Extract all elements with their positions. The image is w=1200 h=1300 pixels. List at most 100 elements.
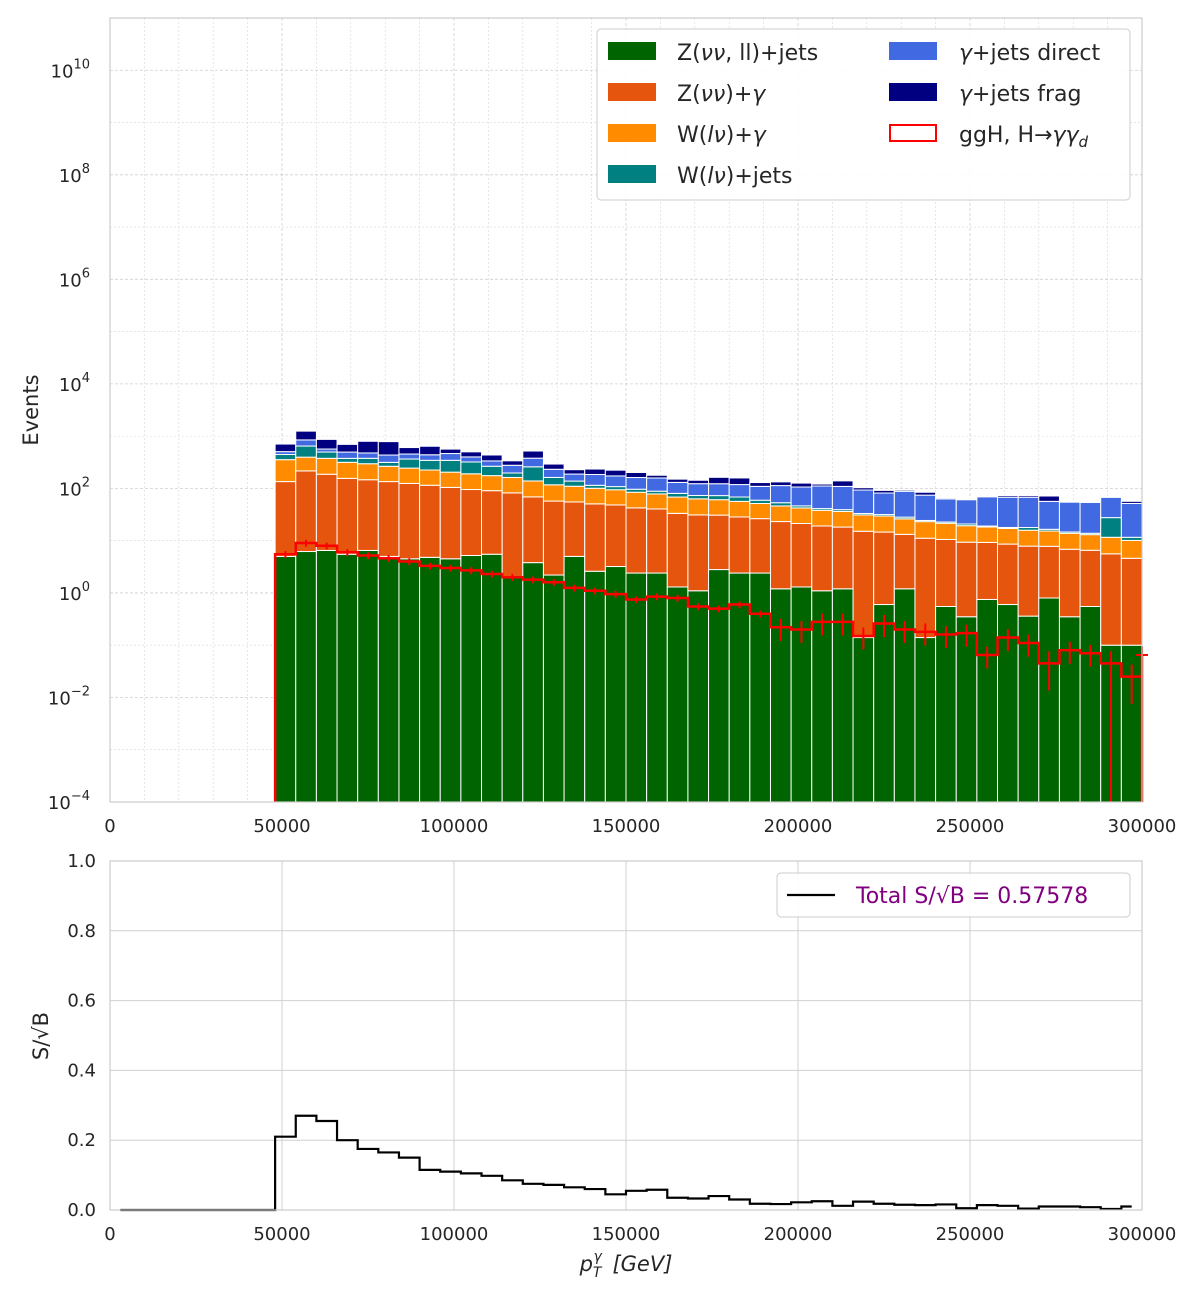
bar-w-l- xyxy=(914,521,937,539)
bar-w-l- xyxy=(419,469,441,486)
bar--jets-direct xyxy=(811,485,833,510)
bar--jets-frag xyxy=(976,495,999,498)
bar-w-l- xyxy=(646,493,668,510)
bar--jets-direct xyxy=(460,456,483,463)
bar--jets-frag xyxy=(439,448,462,455)
bar-z- xyxy=(295,470,317,553)
bar-w-l- xyxy=(1038,530,1060,547)
bar--jets-direct xyxy=(398,453,421,460)
bar-z-ll-jets xyxy=(274,555,297,803)
bar-w-l- xyxy=(1120,539,1143,559)
legend-entry-w-jets: W(lν)+jets xyxy=(608,164,793,189)
bar-w-l- xyxy=(501,476,524,494)
legend-entry-z-jets: Z(νν, ll)+jets xyxy=(608,41,818,66)
bar-w-l- xyxy=(997,527,1019,545)
bar-w-l- xyxy=(398,467,421,484)
bar-w-l- xyxy=(336,461,359,479)
bar--jets-direct xyxy=(769,485,792,504)
bar--jets-frag xyxy=(646,474,668,479)
bar--jets-frag xyxy=(914,491,937,496)
bar-z- xyxy=(274,481,297,557)
bar-w-l- xyxy=(604,489,627,506)
top-x-tick-label: 250000 xyxy=(936,816,1005,837)
bar-z- xyxy=(790,523,813,588)
bar--jets-frag xyxy=(852,487,875,491)
bar-z- xyxy=(542,500,565,576)
bar-z-ll-jets xyxy=(852,637,875,803)
bar--jets-frag xyxy=(1100,495,1122,498)
bar--jets-direct xyxy=(501,464,524,474)
bar--jets-frag xyxy=(315,438,338,450)
bar-w-l-jets xyxy=(295,445,317,458)
bottom-x-tick-label: 50000 xyxy=(253,1224,310,1245)
bar--jets-direct xyxy=(1058,501,1081,533)
bar--jets-direct xyxy=(1079,501,1102,534)
bar-z-ll-jets xyxy=(439,558,462,803)
legend-entry-z-gamma: Z(νν)+γ xyxy=(608,82,766,107)
bar-w-l- xyxy=(852,514,875,532)
bar-w-l-jets xyxy=(542,476,565,486)
top-y-axis-label: Events xyxy=(19,374,43,445)
bar--jets-direct xyxy=(542,468,565,478)
bar-z-ll-jets xyxy=(666,586,689,803)
bar-w-l-jets xyxy=(460,461,483,475)
bar-w-l- xyxy=(522,480,544,498)
bar-w-l- xyxy=(893,518,916,535)
bottom-y-tick-label: 0.6 xyxy=(67,991,96,1012)
bar-z- xyxy=(852,530,875,639)
bar-w-l- xyxy=(439,471,462,488)
bar-z- xyxy=(708,514,730,571)
bar-z- xyxy=(1100,553,1122,646)
bar-z-ll-jets xyxy=(419,556,441,803)
bar--jets-frag xyxy=(728,477,751,486)
bar-z- xyxy=(769,521,792,590)
bar--jets-frag xyxy=(708,476,730,485)
bar-z- xyxy=(522,496,544,564)
top-y-tick-label: 10−2 xyxy=(48,684,90,709)
bar-z- xyxy=(666,512,689,588)
top-x-tick-labels: 0 50000 100000 150000 200000 250000 300000 xyxy=(104,816,1176,837)
bar--jets-frag xyxy=(1120,500,1143,504)
bar-z- xyxy=(831,526,854,590)
bar-w-l-jets xyxy=(666,492,689,498)
bar--jets-direct xyxy=(1038,500,1060,530)
top-y-tick-label: 100 xyxy=(59,580,90,605)
legend-entry-gjets-frag: γ+jets frag xyxy=(889,82,1081,107)
bar-z- xyxy=(439,486,462,560)
bar-w-l- xyxy=(935,522,957,540)
bar--jets-direct xyxy=(666,481,689,494)
bar--jets-frag xyxy=(604,469,627,477)
bar-w-l-jets xyxy=(1100,517,1122,538)
legend-entry-gjets-direct: γ+jets direct xyxy=(889,41,1100,66)
bar-z-ll-jets xyxy=(790,586,813,803)
bar-w-l- xyxy=(274,459,297,483)
bar-z-ll-jets xyxy=(563,555,586,803)
bar--jets-direct xyxy=(914,494,937,521)
significance-step-path xyxy=(120,1114,1132,1212)
bar-w-l-jets xyxy=(377,461,400,467)
bar-z- xyxy=(1058,548,1081,618)
bar-w-l- xyxy=(460,473,483,491)
bar-w-l-jets xyxy=(336,457,359,463)
bar-z- xyxy=(604,504,627,568)
bar-w-l- xyxy=(831,510,854,528)
legend-label-gjets-direct: γ+jets direct xyxy=(959,41,1100,66)
bar-w-l- xyxy=(976,526,999,543)
bar-z-ll-jets xyxy=(708,569,730,803)
bar-z-ll-jets xyxy=(357,549,379,803)
bottom-y-tick-label: 0.8 xyxy=(67,921,96,942)
top-y-tick-label: 1010 xyxy=(51,57,90,82)
bottom-x-tick-label: 300000 xyxy=(1108,1224,1177,1245)
bar--jets-direct xyxy=(295,439,317,447)
bar--jets-frag xyxy=(666,478,689,483)
bar--jets-direct xyxy=(522,457,544,468)
top-x-tick-label: 100000 xyxy=(420,816,489,837)
bar-z-ll-jets xyxy=(542,574,565,803)
bar--jets-frag xyxy=(460,451,483,458)
bar-w-l- xyxy=(728,500,751,518)
bar-z-ll-jets xyxy=(481,553,503,803)
bar-z- xyxy=(481,490,503,555)
bar--jets-direct xyxy=(625,477,648,490)
bar-w-l- xyxy=(481,475,503,492)
